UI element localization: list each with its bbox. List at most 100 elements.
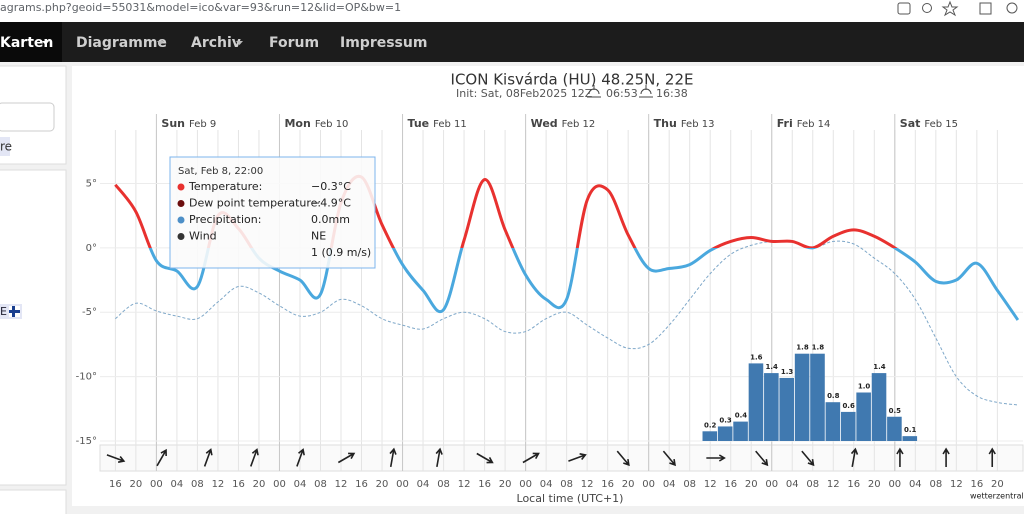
tooltip-dot — [177, 183, 185, 191]
day-name: Mon — [284, 117, 310, 130]
extension-icon[interactable] — [979, 2, 992, 15]
chip[interactable] — [0, 137, 10, 156]
tooltip-value: 0.0mm — [311, 213, 350, 226]
precip-bar — [702, 431, 718, 441]
tooltip-label: Precipitation: — [189, 213, 261, 226]
nav-item[interactable]: Impressum — [340, 35, 427, 51]
x-tick-label: 20 — [253, 479, 266, 490]
x-tick-label: 20 — [622, 479, 635, 490]
y-tick-label: 0° — [86, 243, 97, 254]
x-tick-label: 00 — [273, 479, 286, 490]
zoom-icon[interactable] — [922, 3, 932, 13]
day-date: Feb 12 — [562, 119, 596, 130]
precip-bar — [856, 392, 871, 441]
wind-arrow — [250, 448, 259, 467]
x-tick-label: 08 — [560, 479, 573, 490]
day-label: Tue Feb 11 — [408, 117, 467, 130]
x-tick-label: 04 — [786, 479, 799, 490]
x-tick-label: 20 — [745, 479, 758, 490]
sunset-icon — [639, 85, 653, 98]
day-label: Wed Feb 12 — [531, 117, 596, 130]
precip-bar — [810, 353, 825, 441]
precip-label: 0.5 — [889, 407, 902, 415]
precip-label: 1.8 — [796, 344, 809, 352]
precip-bar — [902, 436, 918, 441]
flag-label[interactable]: E — [0, 305, 7, 318]
day-label: Thu Feb 13 — [654, 117, 715, 130]
x-tick-label: 20 — [130, 479, 143, 490]
sunrise-icon — [587, 85, 601, 98]
wind-arrow — [896, 447, 904, 467]
precip-label: 1.6 — [750, 353, 763, 361]
wind-arrow — [106, 454, 126, 463]
day-name: Sat — [900, 117, 921, 130]
x-tick-label: 12 — [581, 479, 594, 490]
day-label: Mon Feb 10 — [284, 117, 348, 130]
search-input[interactable] — [0, 102, 55, 132]
tooltip-extra: 1 (0.9 m/s) — [311, 246, 371, 259]
tooltip-dot — [177, 216, 185, 224]
x-tick-label: 16 — [355, 479, 368, 490]
precip-label: 1.3 — [781, 368, 794, 376]
flag-cross — [12, 306, 15, 317]
url[interactable]: agrams.php?geoid=55031&model=ico&var=93&… — [0, 1, 401, 14]
sidebar-panel — [0, 489, 67, 514]
tooltip-label: Temperature: — [188, 180, 262, 193]
wind-arrow — [337, 452, 356, 464]
x-axis-title: Local time (UTC+1) — [517, 492, 624, 505]
x-tick-label: 04 — [417, 479, 430, 490]
nav-item[interactable]: Forum — [269, 35, 319, 51]
x-tick-label: 20 — [499, 479, 512, 490]
day-date: Feb 15 — [924, 119, 958, 130]
nav-active — [0, 22, 62, 62]
translate-icon[interactable] — [897, 2, 911, 15]
x-tick-label: 16 — [478, 479, 491, 490]
wind-arrow — [988, 447, 996, 467]
x-tick-label: 16 — [109, 479, 122, 490]
nav-item[interactable]: Archiv — [191, 35, 241, 51]
chip-text[interactable]: re — [0, 140, 12, 154]
credit: wetterzentrale — [970, 492, 1024, 501]
bookmark-icon[interactable] — [941, 0, 959, 17]
day-date: Feb 9 — [189, 119, 216, 130]
navbar — [0, 22, 1024, 62]
precip-bar — [764, 373, 779, 441]
wind-arrow — [203, 448, 213, 467]
x-tick-label: 12 — [212, 479, 225, 490]
nav-item[interactable]: Karten — [0, 35, 53, 51]
x-tick-label: 04 — [663, 479, 676, 490]
precip-label: 0.4 — [735, 412, 748, 420]
wind-arrow — [522, 452, 540, 464]
y-tick-label: -15° — [76, 436, 97, 447]
address-bar[interactable] — [0, 0, 1024, 22]
wind-arrow — [662, 450, 676, 467]
tooltip-value: −0.3°C — [311, 180, 351, 193]
precip-bar — [825, 402, 841, 441]
precip-label: 0.6 — [842, 402, 855, 410]
wind-arrow — [616, 450, 630, 467]
x-tick-label: 16 — [232, 479, 245, 490]
chart-subtitle: Init: Sat, 08Feb2025 12Z — [456, 87, 593, 100]
chart-title: ICON Kisvárda (HU) 48.25N, 22E — [451, 71, 694, 89]
tooltip-value: NE — [311, 230, 326, 243]
precip-label: 1.4 — [766, 363, 779, 371]
sunset: 16:38 — [656, 87, 688, 100]
x-tick-label: 12 — [827, 479, 840, 490]
wind-arrow — [156, 448, 167, 467]
day-name: Thu — [654, 117, 677, 130]
day-name: Wed — [531, 117, 558, 130]
precip-label: 0.3 — [719, 416, 732, 424]
nav-item[interactable]: Diagramme — [76, 35, 167, 51]
x-tick-label: 04 — [294, 479, 307, 490]
tooltip-title: Sat, Feb 8, 22:00 — [178, 166, 263, 177]
day-date: Feb 10 — [315, 119, 349, 130]
x-tick-label: 00 — [396, 479, 409, 490]
x-tick-label: 08 — [437, 479, 450, 490]
wind-arrow — [435, 447, 443, 468]
caret — [236, 41, 243, 45]
caret — [42, 41, 49, 45]
precip-bar — [794, 353, 810, 441]
menu-icon[interactable] — [1006, 2, 1018, 14]
precip-bar — [871, 373, 887, 441]
day-name: Sun — [161, 117, 185, 130]
